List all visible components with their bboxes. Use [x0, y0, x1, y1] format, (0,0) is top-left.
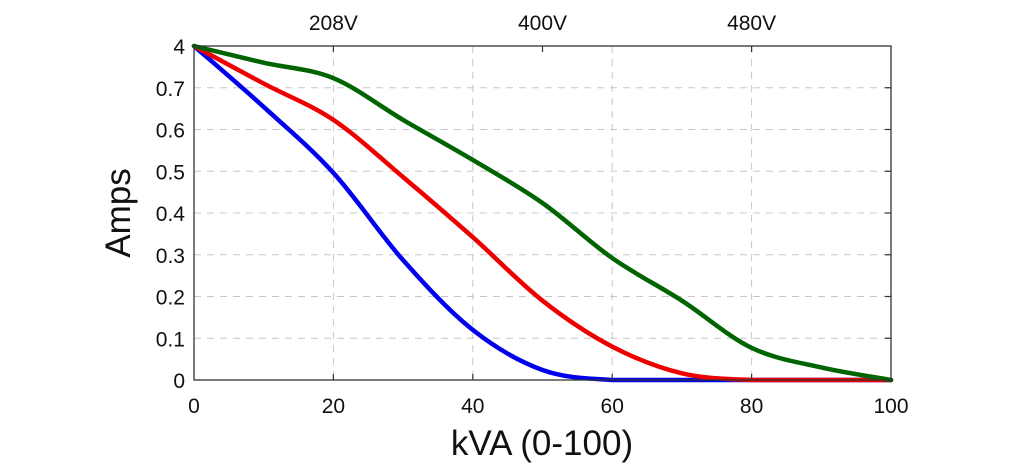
top-axis-label: 400V [518, 12, 567, 35]
y-tick-label: 0.2 [156, 287, 185, 310]
x-tick-label: 40 [461, 395, 484, 418]
x-tick-label: 100 [873, 395, 908, 418]
top-axis-label: 480V [727, 12, 776, 35]
x-tick-label: 80 [740, 395, 763, 418]
y-tick-label: 0.4 [156, 203, 186, 226]
x-tick-label: 60 [601, 395, 624, 418]
y-tick-label: 4 [173, 36, 185, 59]
y-tick-label: 0 [173, 370, 185, 393]
y-tick-label: 0.3 [156, 245, 185, 268]
y-tick-label: 0.5 [156, 161, 185, 184]
x-tick-label: 20 [322, 395, 345, 418]
y-tick-label: 0.1 [156, 328, 185, 351]
y-tick-label: 0.7 [156, 78, 185, 101]
x-axis-label: kVA (0-100) [451, 424, 633, 463]
ticks: 0 20 40 60 80 100 4 0.7 0.6 0.5 0.4 0.3 0.2 0.1 0 208V 4… [156, 12, 909, 418]
series-line-2 [191, 43, 894, 383]
y-axis-label: Amps [99, 168, 138, 257]
y-tick-label: 0.6 [156, 120, 185, 143]
x-tick-label: 0 [188, 395, 200, 418]
grid [194, 46, 891, 380]
top-axis-label: 208V [309, 12, 358, 35]
